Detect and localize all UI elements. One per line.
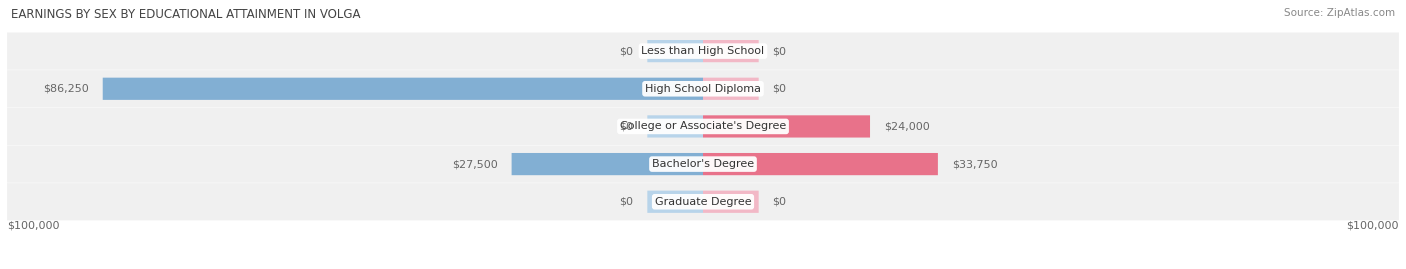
- FancyBboxPatch shape: [7, 183, 1399, 220]
- FancyBboxPatch shape: [647, 191, 703, 213]
- Text: Source: ZipAtlas.com: Source: ZipAtlas.com: [1284, 8, 1395, 18]
- FancyBboxPatch shape: [512, 153, 703, 175]
- FancyBboxPatch shape: [7, 146, 1399, 183]
- Text: Less than High School: Less than High School: [641, 46, 765, 56]
- Text: $0: $0: [620, 121, 633, 132]
- FancyBboxPatch shape: [103, 78, 703, 100]
- Text: $100,000: $100,000: [7, 221, 59, 231]
- Text: Bachelor's Degree: Bachelor's Degree: [652, 159, 754, 169]
- Text: $100,000: $100,000: [1347, 221, 1399, 231]
- FancyBboxPatch shape: [7, 70, 1399, 107]
- Text: College or Associate's Degree: College or Associate's Degree: [620, 121, 786, 132]
- FancyBboxPatch shape: [7, 108, 1399, 145]
- Text: $0: $0: [773, 197, 786, 207]
- Text: $0: $0: [620, 46, 633, 56]
- Text: $33,750: $33,750: [952, 159, 997, 169]
- Text: High School Diploma: High School Diploma: [645, 84, 761, 94]
- FancyBboxPatch shape: [647, 115, 703, 137]
- Text: $0: $0: [773, 84, 786, 94]
- Text: EARNINGS BY SEX BY EDUCATIONAL ATTAINMENT IN VOLGA: EARNINGS BY SEX BY EDUCATIONAL ATTAINMEN…: [11, 8, 361, 21]
- FancyBboxPatch shape: [703, 191, 759, 213]
- FancyBboxPatch shape: [7, 33, 1399, 70]
- Text: $24,000: $24,000: [884, 121, 929, 132]
- FancyBboxPatch shape: [703, 78, 759, 100]
- Text: $0: $0: [773, 46, 786, 56]
- Text: $0: $0: [620, 197, 633, 207]
- Text: Graduate Degree: Graduate Degree: [655, 197, 751, 207]
- Text: $27,500: $27,500: [451, 159, 498, 169]
- FancyBboxPatch shape: [703, 40, 759, 62]
- FancyBboxPatch shape: [703, 115, 870, 137]
- FancyBboxPatch shape: [647, 40, 703, 62]
- FancyBboxPatch shape: [703, 153, 938, 175]
- Text: $86,250: $86,250: [44, 84, 89, 94]
